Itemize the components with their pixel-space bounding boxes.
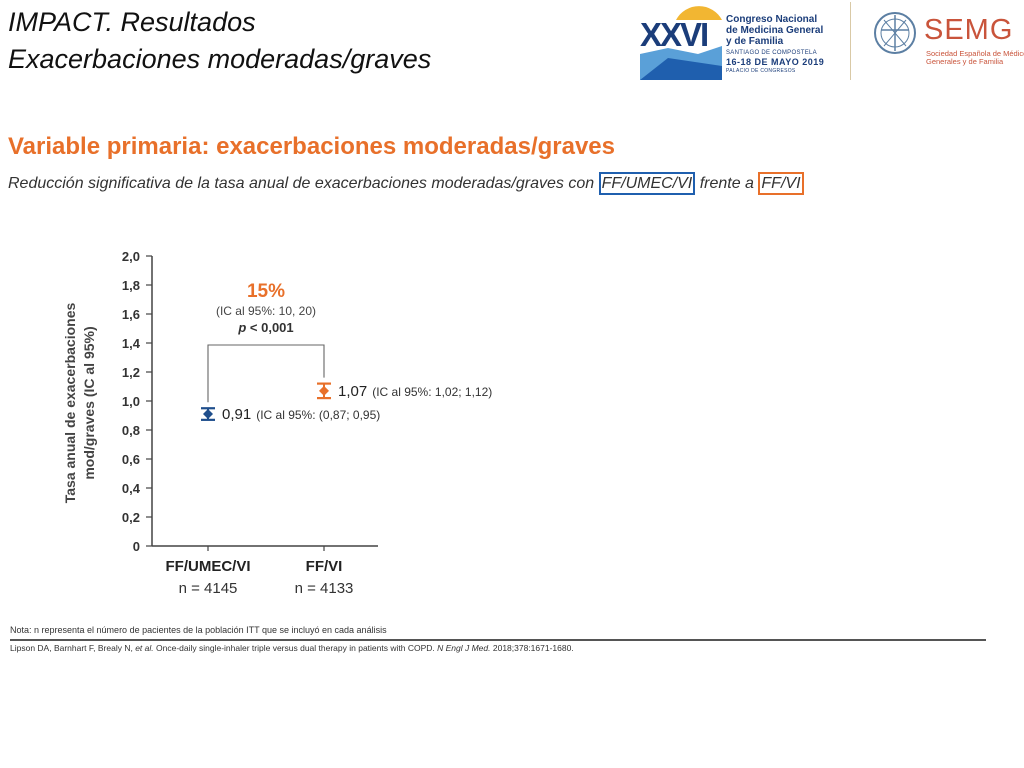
reference-journal: N Engl J Med. [437,643,491,653]
y-tick-label: 1,4 [122,336,141,351]
y-ticks: 0 0,2 0,4 0,6 0,8 1,0 1,2 1,4 1,6 1,8 2,0 [122,249,152,554]
subtitle-highlight-dual: FF/VI [758,172,804,195]
y-axis-label: Tasa anual de exacerbaciones mod/graves … [62,303,97,504]
y-tick-label: 0,8 [122,423,140,438]
footer-divider [10,639,986,641]
y-tick-label: 1,2 [122,365,140,380]
exacerbation-rate-chart: Tasa anual de exacerbaciones mod/graves … [62,249,492,597]
semg-logo: SEMG Sociedad Española de Médicos Genera… [872,8,1024,78]
semg-mark: SEMG [924,14,1014,46]
y-tick-label: 0,4 [122,481,141,496]
congress-emblem-icon: XXVI [640,6,722,80]
x-category-n: n = 4133 [295,580,354,597]
section-heading: Variable primaria: exacerbaciones modera… [8,133,615,160]
subtitle: Reducción significativa de la tasa anual… [8,172,804,195]
slide-title: IMPACT. Resultados Exacerbaciones modera… [8,4,431,78]
congress-name-line1: Congreso Nacional [726,14,818,25]
data-point-group: 1,07 (IC al 95%: 1,02; 1,12) [317,382,492,400]
point-value-label: 0,91 (IC al 95%: (0,87; 0,95) [222,406,380,423]
point-ci: (IC al 95%: 1,02; 1,12) [372,385,492,399]
congress-logo: XXVI Congreso Nacional de Medicina Gener… [638,0,838,80]
semg-subtitle: Sociedad Española de Médicos Generales y… [926,50,1024,66]
congress-venue: PALACIO DE CONGRESOS [726,68,796,74]
x-category-label: FF/UMEC/VI [166,558,251,575]
subtitle-prefix: Reducción significativa de la tasa anual… [8,175,599,192]
y-tick-label: 0 [133,539,140,554]
point-marker [203,409,213,420]
bracket-line [207,344,325,403]
slide-title-line1: IMPACT. Resultados [8,7,256,37]
slide-title-line2: Exacerbaciones moderadas/graves [8,44,432,74]
semg-emblem-icon [874,12,916,54]
p-value: p < 0,001 [237,320,293,335]
data-points: 0,91 (IC al 95%: (0,87; 0,95) 1,07 (IC al 9… [201,382,492,423]
reference-title: Once-daily single-inhaler triple versus … [153,643,438,653]
footnote: Nota: n representa el número de paciente… [10,625,387,635]
point-value: 1,07 [338,383,367,400]
y-axis-label-line2: mod/graves (IC al 95%) [81,326,97,479]
comparison-bracket [207,344,325,403]
congress-name: Congreso Nacional de Medicina General y … [726,14,823,47]
x-categories: FF/UMEC/VI n = 4145 FF/VI n = 4133 [166,546,354,597]
x-category-label: FF/VI [306,558,343,575]
logo-divider [850,2,851,80]
point-marker [319,385,329,396]
data-point-group: 0,91 (IC al 95%: (0,87; 0,95) [201,406,380,423]
y-tick-label: 1,8 [122,278,140,293]
y-tick-label: 0,6 [122,452,140,467]
subtitle-middle: frente a [695,175,759,192]
y-tick-label: 0,2 [122,510,140,525]
reference-authors: Lipson DA, Barnhart F, Brealy N, [10,643,136,653]
reduction-annotation: 15% (IC al 95%: 10, 20) p < 0,001 [216,281,316,335]
congress-name-line3: y de Familia [726,36,784,47]
reference: Lipson DA, Barnhart F, Brealy N, et al. … [10,643,574,653]
y-tick-label: 1,0 [122,394,140,409]
p-value-symbol: p [237,320,246,335]
point-value: 0,91 [222,406,251,423]
reference-year: 2018;378:1671-1680. [490,643,574,653]
congress-numeral: XXVI [640,16,707,53]
reduction-ci: (IC al 95%: 10, 20) [216,304,316,318]
y-tick-label: 1,6 [122,307,140,322]
congress-name-line2: de Medicina General [726,25,824,36]
congress-dates: 16-18 DE MAYO 2019 [726,57,825,67]
point-value-label: 1,07 (IC al 95%: 1,02; 1,12) [338,383,492,400]
point-ci: (IC al 95%: (0,87; 0,95) [256,408,380,422]
y-tick-label: 2,0 [122,249,140,264]
semg-subtitle-line1: Sociedad Española de Médicos [926,49,1024,58]
p-value-number: < 0,001 [246,320,293,335]
subtitle-highlight-triple: FF/UMEC/VI [598,172,696,195]
y-axis-label-line1: Tasa anual de exacerbaciones [62,303,78,504]
x-category-n: n = 4145 [179,580,238,597]
reference-etal: et al. [135,643,154,653]
congress-city: SANTIAGO DE COMPOSTELA [726,50,817,56]
semg-subtitle-line2: Generales y de Familia [926,57,1004,66]
reduction-percent: 15% [247,281,285,302]
